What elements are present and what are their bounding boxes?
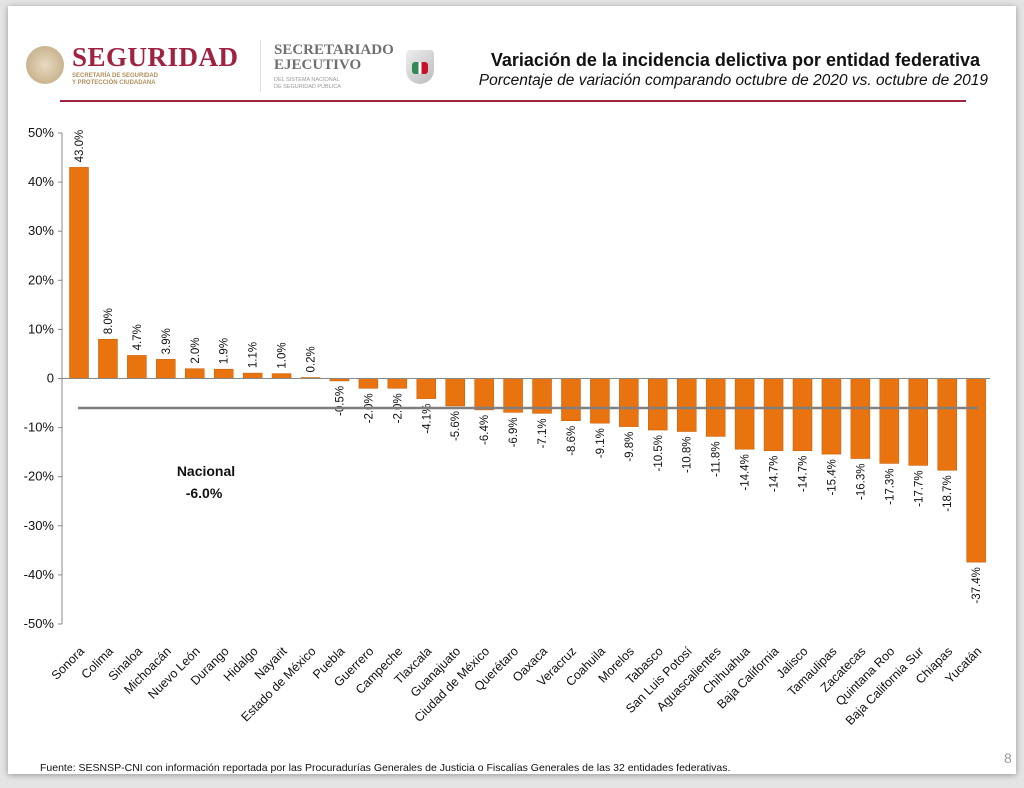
secretariado-sub-line: DEL SISTEMA NACIONAL — [274, 77, 340, 83]
reference-line-value: -6.0% — [186, 485, 223, 501]
logo-subtext-line: Y PROTECCIÓN CIUDADANA — [72, 80, 156, 86]
data-label: 2.0% — [190, 337, 202, 363]
bar — [850, 378, 871, 459]
bar — [213, 368, 234, 379]
data-label: -7.1% — [537, 418, 549, 448]
bar — [98, 338, 118, 379]
data-label: 1.9% — [219, 338, 231, 364]
bar — [763, 378, 784, 451]
bar — [69, 167, 89, 379]
bar — [387, 378, 408, 389]
data-label: 0.2% — [306, 346, 318, 372]
bar — [676, 378, 697, 432]
data-label: -0.5% — [334, 386, 346, 416]
bar — [792, 378, 813, 451]
bar — [908, 378, 929, 466]
y-tick-label: 20% — [28, 272, 54, 287]
bar — [937, 378, 957, 471]
data-label: -6.4% — [479, 415, 491, 445]
bar — [416, 378, 437, 399]
data-label: -10.5% — [653, 435, 665, 471]
bar — [734, 378, 755, 450]
secretariado-sub-line: DE SEGURIDAD PÚBLICA — [274, 84, 341, 90]
logo-subtext-line: SECRETARÍA DE SEGURIDAD — [72, 73, 159, 79]
data-label: 4.7% — [132, 324, 144, 350]
data-label: -6.9% — [508, 417, 520, 447]
data-label: -37.4% — [971, 567, 983, 603]
data-label: -5.6% — [450, 411, 462, 441]
data-label: -16.3% — [855, 464, 867, 500]
page-number: 8 — [1004, 750, 1012, 766]
slide: SEGURIDAD SECRETARÍA DE SEGURIDAD Y PROTE… — [8, 6, 1016, 774]
header-divider — [60, 100, 966, 102]
data-label: 43.0% — [74, 130, 86, 163]
bar — [821, 378, 842, 455]
y-tick-label: -20% — [24, 469, 55, 484]
bar — [242, 372, 263, 379]
y-tick-label: -50% — [24, 616, 55, 631]
data-label: -15.4% — [826, 459, 838, 495]
bar — [358, 378, 379, 389]
data-label: 1.1% — [248, 342, 260, 368]
bar — [648, 378, 668, 431]
secretariado-subtext: DEL SISTEMA NACIONAL DE SEGURIDAD PÚBLICA — [274, 77, 341, 91]
data-label: -18.7% — [942, 475, 954, 511]
secretariado-logo-text: SECRETARIADO EJECUTIVO — [274, 43, 394, 73]
data-label: -8.6% — [566, 426, 578, 456]
source-note: Fuente: SESNSP-CNI con información repor… — [40, 762, 731, 774]
secretariado-line: SECRETARIADO — [274, 42, 394, 58]
chart-title: Variación de la incidencia delictiva por… — [490, 50, 980, 70]
y-tick-label: 10% — [28, 321, 54, 336]
y-tick-label: -30% — [24, 518, 55, 533]
secretariado-line: EJECUTIVO — [274, 57, 362, 73]
data-label: -17.3% — [884, 468, 896, 504]
bar — [879, 378, 900, 464]
bar — [619, 378, 639, 427]
bar — [445, 378, 465, 407]
data-label: -17.7% — [913, 470, 925, 506]
bar — [590, 378, 610, 424]
data-label: -10.8% — [682, 437, 694, 473]
bar — [127, 355, 147, 379]
y-tick-label: 50% — [28, 125, 54, 140]
data-label: -9.8% — [624, 432, 636, 462]
data-label: -14.7% — [769, 456, 781, 492]
y-tick-label: -40% — [24, 567, 55, 582]
bar — [561, 378, 581, 421]
seguridad-logo-subtext: SECRETARÍA DE SEGURIDAD Y PROTECCIÓN CIUD… — [72, 73, 158, 87]
bar — [474, 378, 494, 411]
data-label: -14.7% — [798, 456, 810, 492]
chart-subtitle: Porcentaje de variación comparando octub… — [478, 72, 988, 89]
bar — [156, 359, 176, 379]
data-label: 8.0% — [103, 308, 115, 334]
data-label: -9.1% — [595, 428, 607, 458]
data-label: -14.4% — [740, 454, 752, 490]
seguridad-logo-text: SEGURIDAD — [72, 42, 239, 72]
data-label: -11.8% — [711, 441, 723, 477]
bar — [185, 368, 205, 379]
y-tick-label: 40% — [28, 174, 54, 189]
logo-divider — [260, 40, 261, 92]
coat-of-arms-logo — [26, 46, 64, 84]
shield-logo-icon — [406, 50, 434, 84]
y-tick-label: 30% — [28, 223, 54, 238]
bar — [966, 378, 986, 563]
data-label: 3.9% — [161, 328, 173, 354]
data-label: -4.1% — [421, 404, 433, 434]
x-tick-label: Sonora — [49, 644, 87, 682]
bar — [271, 373, 292, 379]
data-label: 1.0% — [277, 342, 289, 368]
y-tick-label: 0 — [47, 371, 54, 386]
y-tick-label: -10% — [24, 420, 55, 435]
reference-line-label: Nacional — [177, 463, 235, 479]
